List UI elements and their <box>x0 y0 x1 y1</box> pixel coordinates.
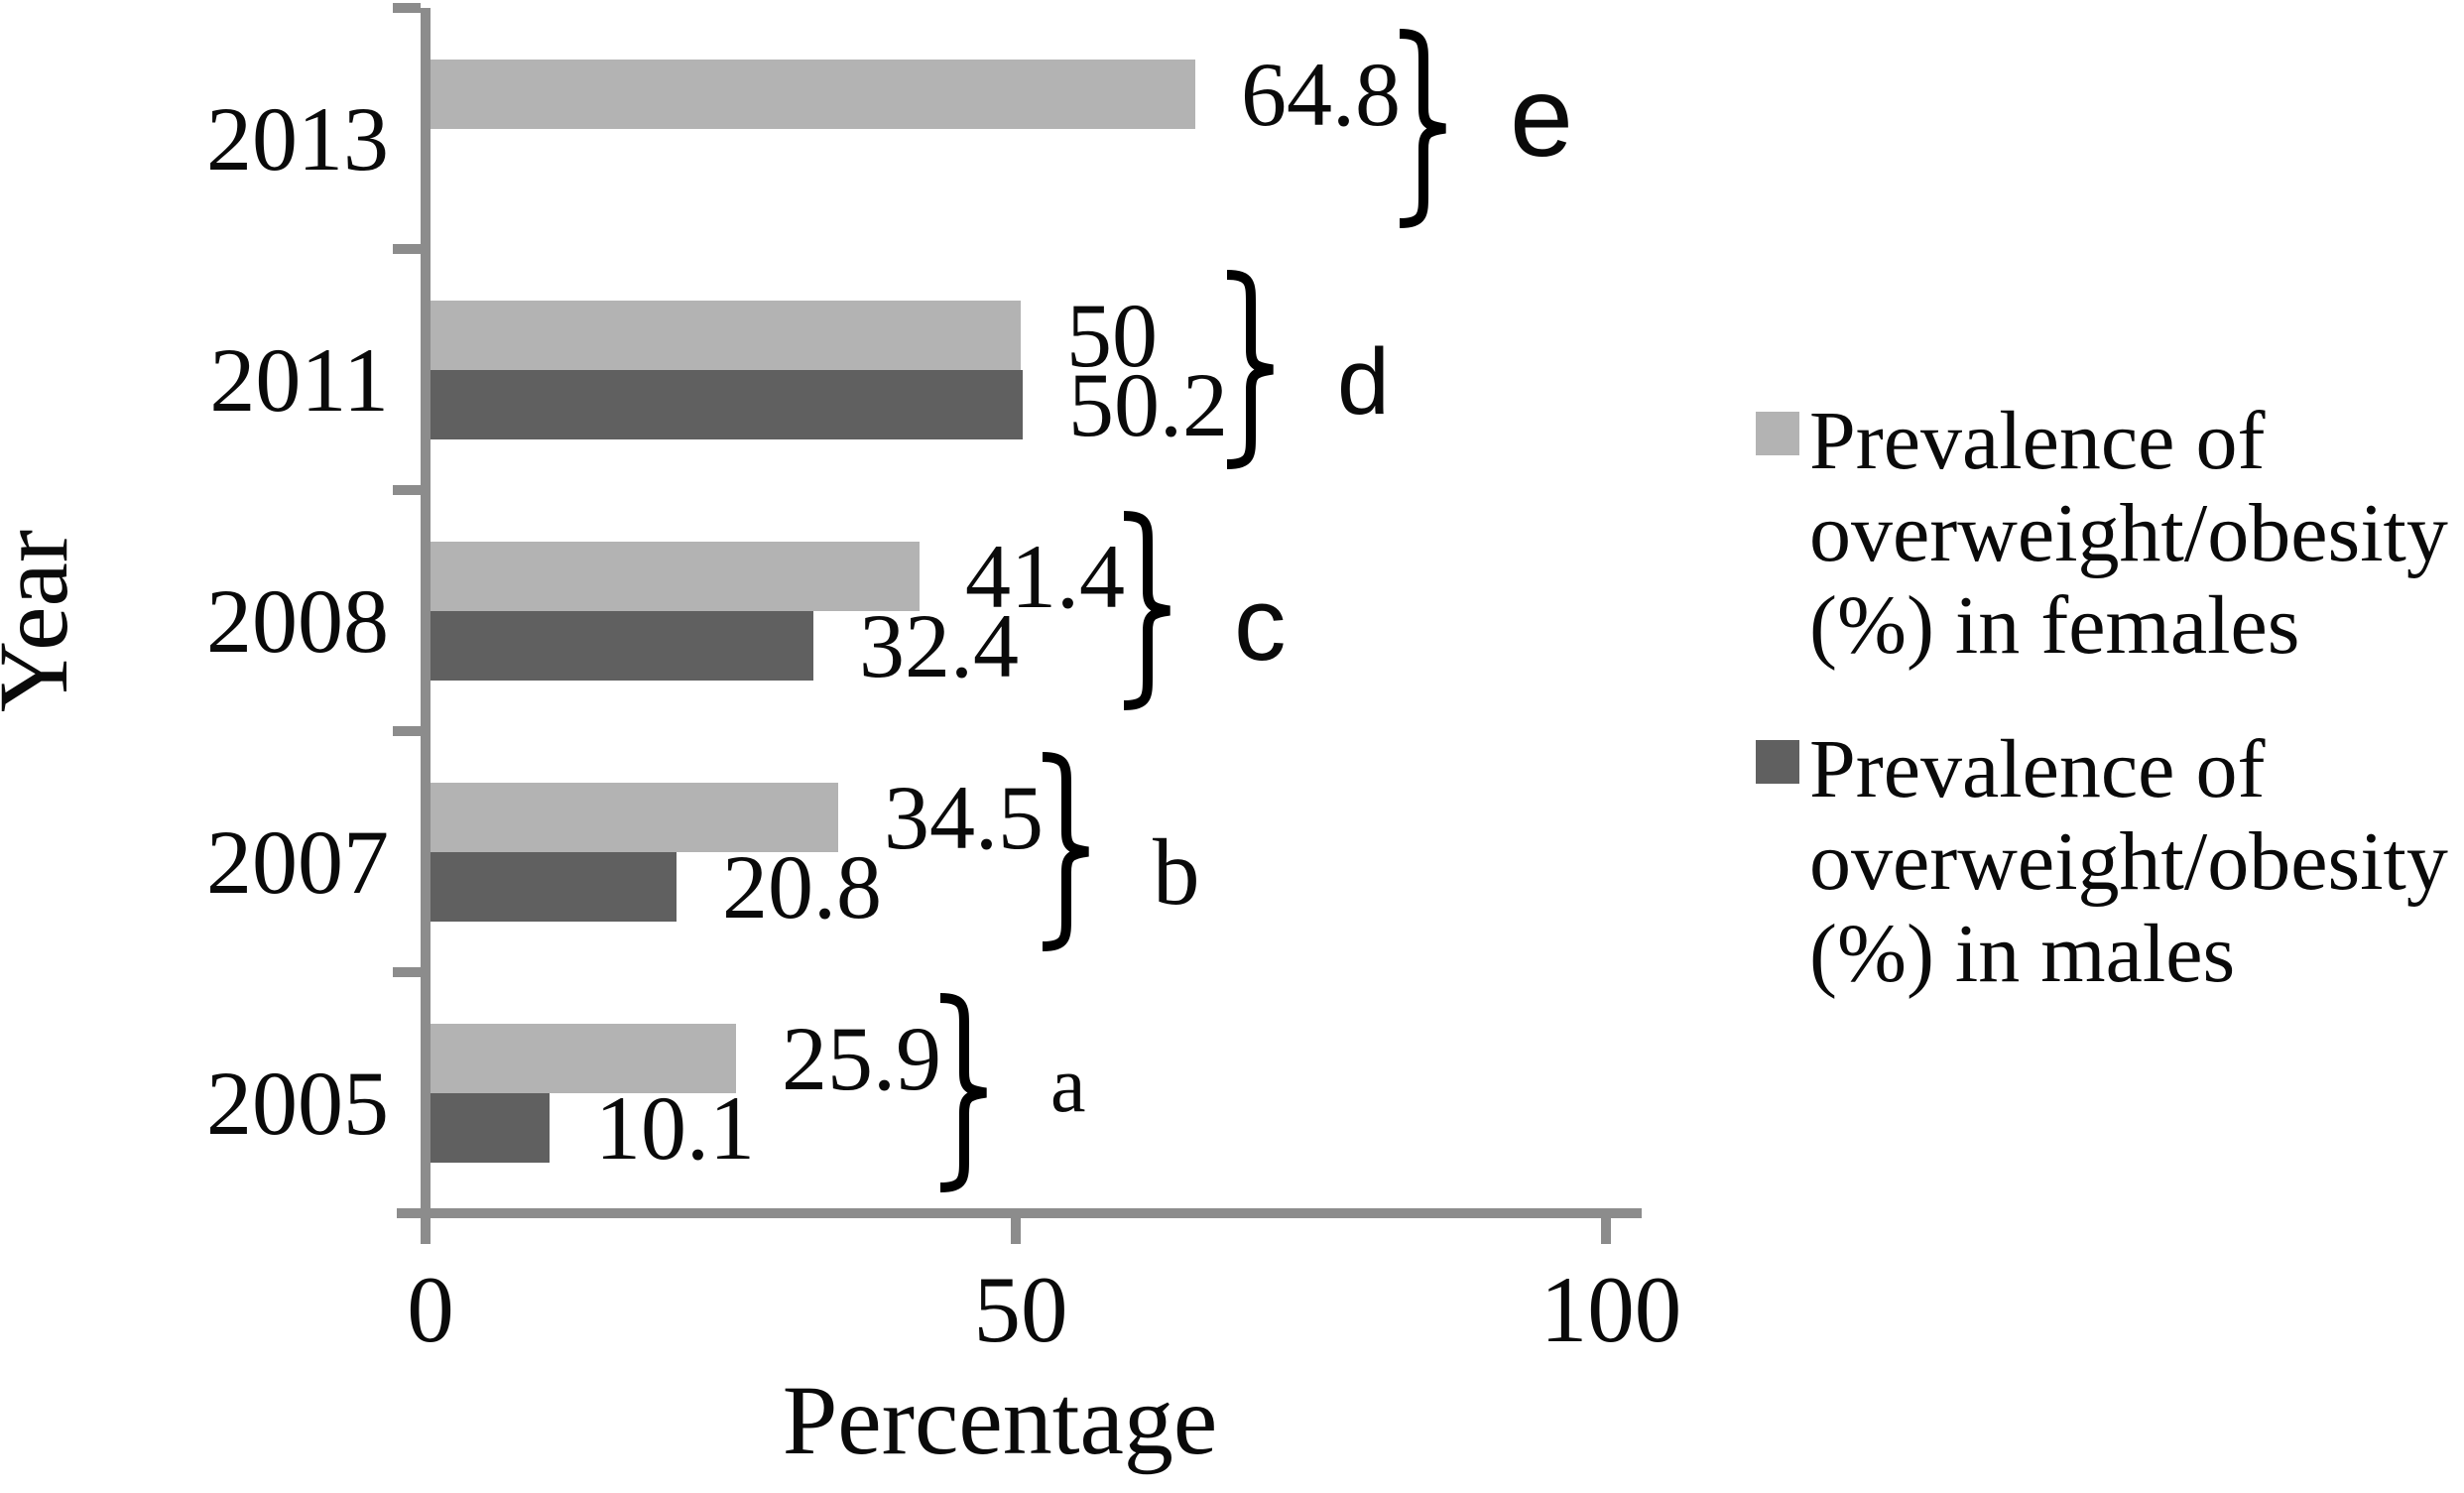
legend-line: Prevalence of <box>1809 395 2266 487</box>
bar-females <box>431 782 838 852</box>
x-axis-tick <box>1011 1218 1021 1244</box>
legend-line: Prevalence of <box>1809 723 2266 815</box>
y-tick-label: 2005 <box>206 1052 389 1154</box>
legend-swatch-females-icon <box>1756 412 1799 455</box>
x-tick-label: 0 <box>407 1257 454 1362</box>
bar-females <box>431 59 1195 129</box>
group-brace <box>1226 270 1274 469</box>
y-tick-label: 2013 <box>206 87 389 189</box>
group-brace <box>1042 752 1089 951</box>
bar-males <box>431 610 813 681</box>
value-label: 25.9 <box>782 1007 941 1109</box>
legend-line: overweight/obesity <box>1809 815 2448 908</box>
y-axis-tick <box>393 485 421 495</box>
legend-item-males: Prevalence of overweight/obesity (%) in … <box>1756 723 2464 1000</box>
value-label: 50.2 <box>1068 353 1228 455</box>
value-label: 41.4 <box>965 525 1125 627</box>
legend-label-males: Prevalence of overweight/obesity (%) in … <box>1809 723 2464 1000</box>
x-axis-tick <box>1601 1218 1611 1244</box>
y-axis-tick <box>393 244 421 254</box>
value-label: 10.1 <box>595 1076 755 1179</box>
y-axis-tick <box>393 726 421 736</box>
value-label: 32.4 <box>859 594 1019 696</box>
value-label: 64.8 <box>1241 43 1401 145</box>
value-label: 34.5 <box>884 766 1044 868</box>
bar-males <box>431 1092 550 1163</box>
legend-item-females: Prevalence of overweight/obesity (%) in … <box>1756 395 2464 672</box>
legend-line: overweight/obesity <box>1809 487 2448 579</box>
x-axis-tick <box>421 1218 431 1244</box>
x-tick-label: 50 <box>973 1257 1068 1362</box>
y-tick-label: 2007 <box>206 810 389 913</box>
value-label: 20.8 <box>722 835 882 937</box>
legend-line: (%) in males <box>1809 908 2236 1000</box>
x-tick-label: 100 <box>1540 1257 1682 1362</box>
y-tick-label: 2011 <box>209 328 389 431</box>
bar-females <box>431 541 920 611</box>
group-brace <box>939 993 987 1192</box>
y-tick-label: 2008 <box>206 569 389 672</box>
y-axis-tick <box>393 967 421 977</box>
group-brace <box>1399 29 1446 228</box>
legend-line: (%) in females <box>1809 579 2300 672</box>
bar-females <box>431 300 1021 370</box>
y-axis-title: Year <box>0 529 88 713</box>
y-axis-tick <box>393 3 421 13</box>
y-axis-line <box>421 8 431 1214</box>
legend-label-females: Prevalence of overweight/obesity (%) in … <box>1809 395 2464 672</box>
value-label: 50 <box>1066 284 1158 386</box>
bar-females <box>431 1023 736 1093</box>
bar-males <box>431 369 1023 439</box>
legend: Prevalence of overweight/obesity (%) in … <box>1756 395 2464 1052</box>
x-axis-line <box>397 1208 1642 1218</box>
legend-swatch-males-icon <box>1756 740 1799 784</box>
group-brace <box>1123 511 1170 710</box>
x-axis-title: Percentage <box>782 1365 1218 1475</box>
bar-males <box>431 851 677 922</box>
